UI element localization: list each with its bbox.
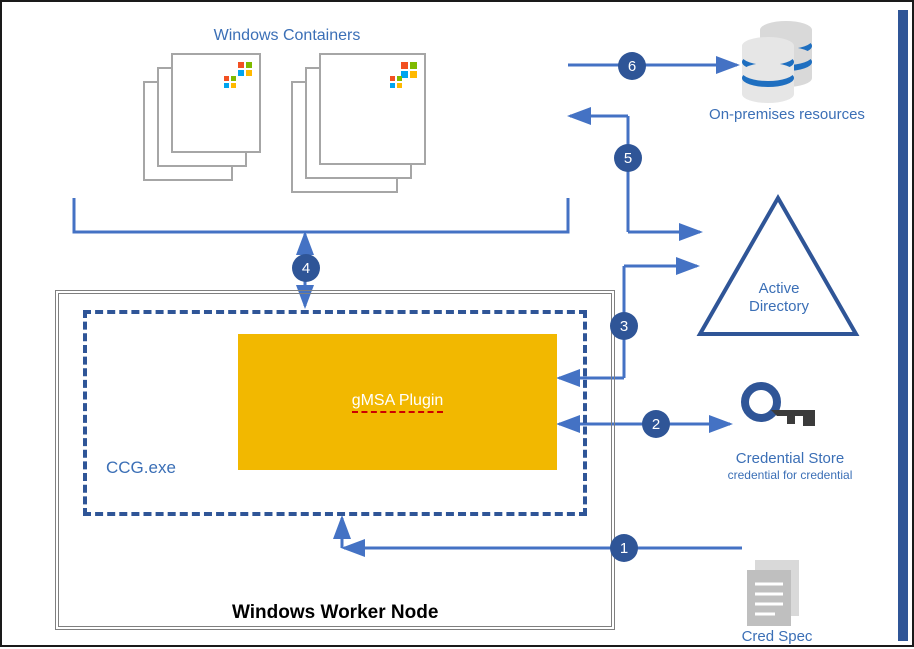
gmsa-plugin-box: gMSA Plugin: [238, 334, 557, 470]
step-badge-2: 2: [642, 410, 670, 438]
step-badge-6: 6: [618, 52, 646, 80]
right-accent-bar: [898, 10, 908, 641]
worker-node-caption: Windows Worker Node: [232, 602, 438, 624]
step-badge-1: 1: [610, 534, 638, 562]
ad-label-2: Directory: [742, 298, 816, 315]
document-icon: [747, 560, 799, 626]
credstore-label: Credential Store: [720, 450, 860, 467]
key-icon: [745, 386, 815, 426]
container-group-2: [292, 54, 425, 192]
diagram-canvas: gMSA Plugin Windows Containers CCG.exe W…: [0, 0, 914, 647]
ccg-label: CCG.exe: [106, 458, 176, 478]
ad-label-1: Active: [742, 280, 816, 297]
container-group-1: [144, 54, 260, 180]
step-badge-4: 4: [292, 254, 320, 282]
gmsa-label: gMSA Plugin: [352, 392, 444, 413]
database-icon: [742, 21, 812, 103]
credstore-sub: credential for credential: [710, 468, 870, 482]
onprem-label: On-premises resources: [702, 106, 872, 123]
credspec-label: Cred Spec: [732, 628, 822, 645]
arrow-5: [570, 116, 700, 232]
step-badge-5: 5: [614, 144, 642, 172]
step-badge-3: 3: [610, 312, 638, 340]
container-bracket: [74, 198, 568, 232]
containers-title: Windows Containers: [177, 27, 397, 45]
